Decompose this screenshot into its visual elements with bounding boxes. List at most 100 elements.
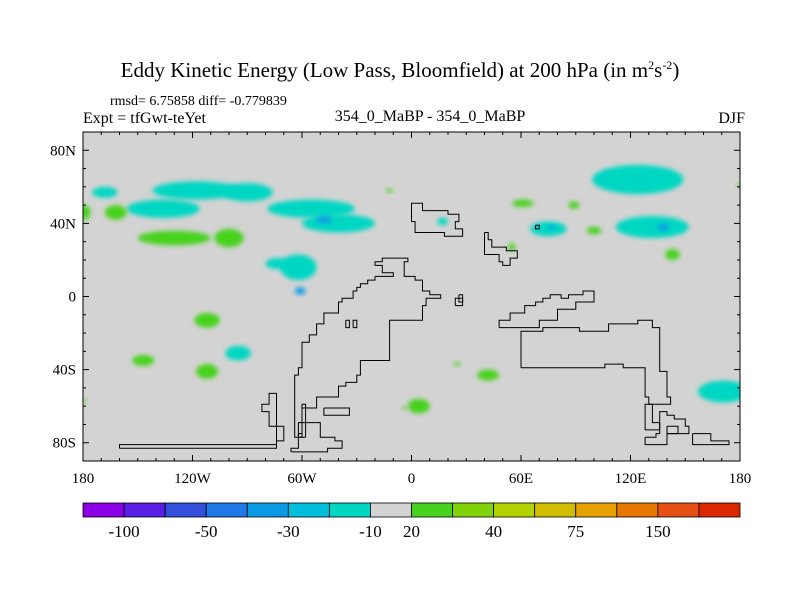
anomaly-patch	[316, 216, 332, 224]
chart-title: Eddy Kinetic Energy (Low Pass, Bloomfiel…	[0, 58, 800, 83]
anomaly-patch	[592, 164, 684, 195]
coastline	[352, 319, 358, 329]
colorbar-label: -100	[108, 522, 139, 541]
left-string: 354_0_MaBP - 354_0_MaBP	[334, 108, 526, 125]
anomaly-patch	[736, 183, 740, 187]
axis-ticks: 180 120W 60W 0 60E 120E 180 80N 40N 0 40S 80S	[50, 132, 751, 487]
coastline	[294, 257, 442, 438]
colorbar-bin	[328, 502, 371, 518]
anomaly-patch	[294, 287, 306, 295]
title-mid: s	[654, 58, 663, 82]
colorbar-bin	[164, 502, 207, 518]
colorbar-bin	[246, 502, 289, 518]
anomaly-patch	[508, 243, 516, 251]
anomaly-patch	[104, 205, 127, 220]
y-tick-label: 80N	[50, 143, 76, 159]
anomaly-patch	[214, 228, 244, 248]
colorbar-bin	[370, 502, 412, 518]
coastline	[484, 232, 518, 266]
colorbar-bin	[123, 502, 166, 518]
anomaly-patch	[698, 380, 740, 403]
anomaly-patch	[83, 398, 87, 403]
x-tick-label: 180	[729, 471, 752, 487]
colorbar-bin	[616, 502, 659, 518]
anomaly-patch	[657, 223, 669, 231]
anomaly-patch	[225, 345, 251, 361]
coastline	[644, 411, 690, 446]
anomaly-patch	[126, 199, 200, 218]
colorbar-bin	[698, 502, 741, 518]
anomaly-patch	[302, 214, 375, 233]
x-tick-label: 60E	[509, 471, 533, 487]
coastline	[692, 433, 730, 446]
title-prefix: Eddy Kinetic Energy (Low Pass, Bloomfiel…	[120, 58, 649, 82]
anomaly-patch	[152, 181, 240, 200]
coastline	[411, 202, 464, 237]
coastline	[520, 319, 672, 405]
anomaly-patch	[402, 406, 407, 410]
anomaly-patch	[615, 216, 689, 239]
x-tick-label: 180	[72, 471, 95, 487]
anomaly-patch	[267, 199, 355, 218]
anomaly-patch	[407, 398, 430, 414]
colorbar-label: 150	[645, 522, 671, 541]
coastline	[119, 392, 285, 449]
anomaly-patch	[437, 217, 448, 226]
y-tick-label: 40S	[53, 363, 76, 379]
colorbar-label: 20	[403, 522, 420, 541]
colorbar-bin	[452, 502, 495, 518]
anomaly-patch	[196, 364, 219, 379]
coastline	[458, 294, 464, 303]
anomaly-patch	[548, 225, 556, 229]
anomaly-patch	[586, 227, 602, 235]
coastline	[535, 224, 540, 230]
coastline	[666, 425, 679, 435]
y-tick-label: 80S	[53, 436, 76, 452]
anomaly-patch	[132, 354, 155, 366]
anomaly-patch	[92, 186, 118, 198]
colorbar-bin	[287, 502, 330, 518]
colorbar: -100 -50 -30 -10 20 40 75 150	[82, 502, 741, 541]
colorbar-bin	[411, 502, 453, 518]
coastline	[297, 403, 307, 438]
x-tick-label: 60W	[287, 471, 317, 487]
colorbar-bin	[575, 502, 618, 518]
anomaly-patch	[453, 362, 461, 366]
y-tick-label: 0	[69, 290, 77, 306]
anomaly-patch	[385, 188, 394, 193]
coastline	[498, 290, 595, 329]
colorbar-label: -10	[359, 522, 382, 541]
coastline-layer	[119, 202, 730, 453]
colorbar-label: -50	[195, 522, 218, 541]
coastline	[290, 422, 343, 453]
coastline	[345, 319, 350, 329]
colorbar-label: -30	[277, 522, 300, 541]
anomaly-patch	[665, 248, 680, 260]
anomaly-patch	[265, 258, 292, 270]
y-tick-label: 40N	[50, 216, 76, 232]
x-tick-label: 0	[408, 471, 416, 487]
anomaly-patch	[511, 199, 534, 207]
anomaly-patch	[83, 205, 91, 220]
anomaly-patch	[194, 312, 220, 328]
title-superscript-2: -2	[662, 58, 673, 72]
title-superscript-1: 2	[648, 58, 655, 72]
stats-label: rmsd= 6.75858 diff= -0.779839	[110, 94, 287, 109]
anomaly-patch	[477, 369, 500, 381]
experiment-label: Expt = tfGwt-teYet	[83, 110, 206, 127]
title-suffix: )	[672, 58, 680, 82]
colorbar-bin	[493, 502, 536, 518]
x-tick-label: 120E	[615, 471, 647, 487]
colorbar-bin	[657, 502, 700, 518]
anomaly-patch	[137, 230, 211, 246]
colorbar-bin	[82, 502, 125, 518]
anomaly-patch	[568, 201, 580, 209]
anomaly-fill-layer	[83, 164, 740, 414]
anomaly-patch	[221, 183, 273, 202]
season-label: DJF	[718, 110, 745, 127]
x-tick-label: 120W	[174, 471, 212, 487]
colorbar-bin	[205, 502, 248, 518]
colorbar-label: 75	[567, 522, 584, 541]
coastline	[323, 407, 350, 416]
